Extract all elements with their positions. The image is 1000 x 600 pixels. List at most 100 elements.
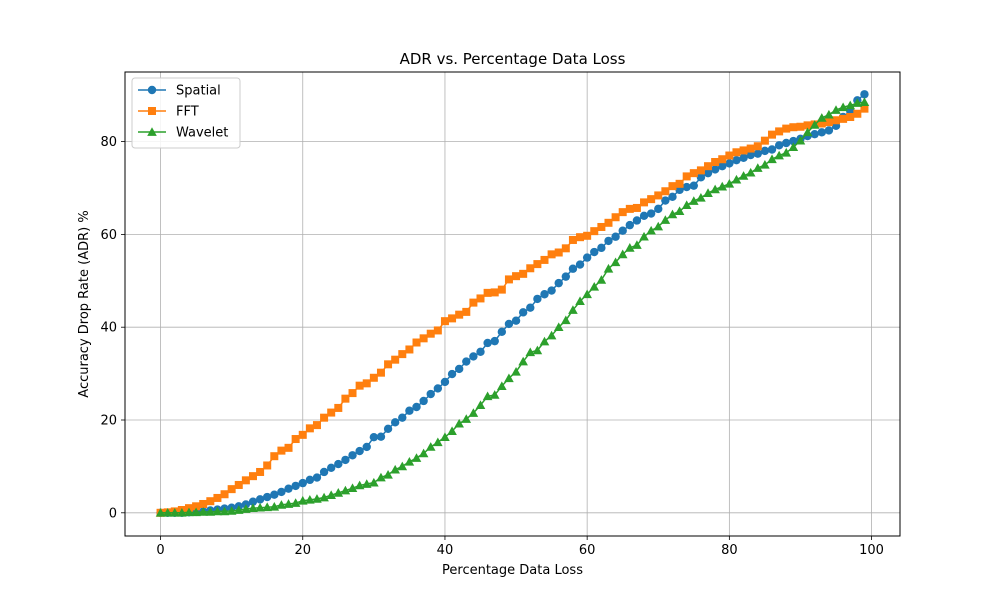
data-point-wavelet bbox=[724, 179, 735, 188]
data-point-wavelet bbox=[511, 366, 521, 376]
data-point-spatial bbox=[689, 181, 699, 190]
data-point-wavelet bbox=[162, 508, 173, 517]
data-point-fft bbox=[348, 389, 357, 398]
data-point-fft bbox=[775, 127, 784, 136]
data-point-wavelet bbox=[248, 503, 258, 512]
data-point-wavelet bbox=[290, 498, 301, 507]
data-point-fft bbox=[433, 326, 442, 335]
data-point-spatial bbox=[725, 159, 734, 168]
data-point-wavelet bbox=[852, 98, 863, 107]
data-point-fft bbox=[455, 310, 464, 319]
data-point-fft bbox=[519, 269, 528, 278]
data-point-fft bbox=[675, 179, 684, 188]
data-point-spatial bbox=[611, 232, 620, 241]
data-point-spatial bbox=[533, 294, 542, 304]
data-point-fft bbox=[263, 461, 272, 470]
legend-marker-wavelet bbox=[147, 127, 157, 136]
data-point-spatial bbox=[263, 492, 272, 502]
data-point-spatial bbox=[497, 327, 507, 337]
data-point-spatial bbox=[462, 357, 471, 366]
data-point-fft bbox=[682, 172, 691, 181]
data-point-spatial bbox=[518, 308, 528, 317]
data-point-fft bbox=[405, 345, 414, 354]
data-point-spatial bbox=[341, 455, 350, 465]
data-point-fft bbox=[753, 142, 762, 151]
data-point-wavelet bbox=[781, 147, 792, 157]
legend: Spatial FFT Wavelet bbox=[131, 77, 241, 149]
data-point-fft bbox=[412, 338, 421, 347]
data-point-fft bbox=[597, 222, 606, 231]
data-point-spatial bbox=[561, 272, 571, 281]
data-point-wavelet bbox=[561, 315, 571, 325]
data-point-spatial bbox=[405, 406, 414, 415]
data-point-spatial bbox=[625, 220, 635, 230]
data-point-spatial bbox=[526, 303, 535, 312]
data-point-fft bbox=[725, 151, 734, 160]
data-point-fft bbox=[739, 146, 748, 155]
data-point-wavelet bbox=[312, 494, 322, 503]
data-point-spatial bbox=[703, 168, 713, 178]
data-point-wavelet bbox=[326, 490, 336, 500]
data-point-spatial bbox=[661, 196, 670, 205]
data-point-fft bbox=[647, 195, 656, 204]
data-point-fft bbox=[796, 122, 805, 131]
data-point-fft bbox=[583, 231, 592, 240]
data-point-wavelet bbox=[717, 181, 728, 191]
y-tick-label: 20 bbox=[100, 414, 117, 429]
data-point-fft bbox=[277, 446, 286, 455]
data-point-wavelet bbox=[440, 432, 450, 442]
data-point-spatial bbox=[632, 216, 642, 225]
data-point-spatial bbox=[575, 260, 585, 269]
data-point-fft bbox=[860, 104, 869, 113]
data-point-spatial bbox=[604, 236, 613, 246]
data-point-wavelet bbox=[489, 390, 500, 399]
data-point-spatial bbox=[547, 286, 556, 295]
x-tick-label: 80 bbox=[721, 543, 738, 558]
data-point-spatial bbox=[739, 153, 748, 163]
legend-item-spatial: Spatial bbox=[138, 84, 221, 99]
data-point-wavelet bbox=[155, 508, 166, 517]
data-point-wavelet bbox=[475, 400, 486, 409]
data-point-wavelet bbox=[404, 456, 415, 466]
data-point-spatial bbox=[732, 155, 741, 165]
legend-label-wavelet: Wavelet bbox=[176, 126, 228, 141]
data-point-wavelet bbox=[681, 200, 692, 210]
data-point-wavelet bbox=[305, 495, 315, 504]
data-point-wavelet bbox=[233, 505, 244, 514]
data-point-fft bbox=[611, 213, 620, 222]
data-point-wavelet bbox=[767, 154, 777, 164]
data-point-spatial bbox=[376, 432, 386, 441]
x-tick-label: 40 bbox=[437, 543, 454, 558]
data-point-fft bbox=[711, 158, 720, 167]
data-point-wavelet bbox=[703, 188, 713, 197]
data-point-spatial bbox=[291, 481, 300, 491]
data-point-wavelet bbox=[667, 209, 678, 219]
data-point-wavelet bbox=[745, 167, 756, 177]
axis-ticks: 0 20 40 60 80 100 0 20 40 60 80 bbox=[100, 135, 884, 558]
data-point-fft bbox=[426, 329, 435, 338]
data-point-spatial bbox=[362, 442, 371, 452]
series-wavelet bbox=[155, 97, 870, 517]
data-point-spatial bbox=[326, 463, 336, 472]
data-point-wavelet bbox=[582, 289, 592, 299]
legend-box bbox=[131, 77, 241, 149]
data-point-spatial bbox=[860, 90, 869, 99]
data-point-wavelet bbox=[482, 391, 493, 401]
data-point-fft bbox=[341, 394, 350, 403]
data-point-fft bbox=[362, 379, 371, 388]
x-axis-label: Percentage Data Loss bbox=[442, 563, 583, 578]
data-point-spatial bbox=[412, 402, 421, 412]
data-point-wavelet bbox=[262, 502, 273, 512]
legend-label-fft: FFT bbox=[176, 105, 199, 120]
data-point-wavelet bbox=[553, 322, 564, 332]
data-point-spatial bbox=[348, 451, 357, 460]
data-point-fft bbox=[213, 493, 222, 502]
data-point-fft bbox=[384, 360, 393, 369]
data-point-wavelet bbox=[859, 97, 870, 106]
data-point-spatial bbox=[582, 253, 592, 262]
data-point-fft bbox=[241, 476, 250, 485]
x-tick-label: 20 bbox=[294, 543, 311, 558]
data-point-wavelet bbox=[603, 263, 614, 273]
data-point-wavelet bbox=[575, 296, 585, 306]
